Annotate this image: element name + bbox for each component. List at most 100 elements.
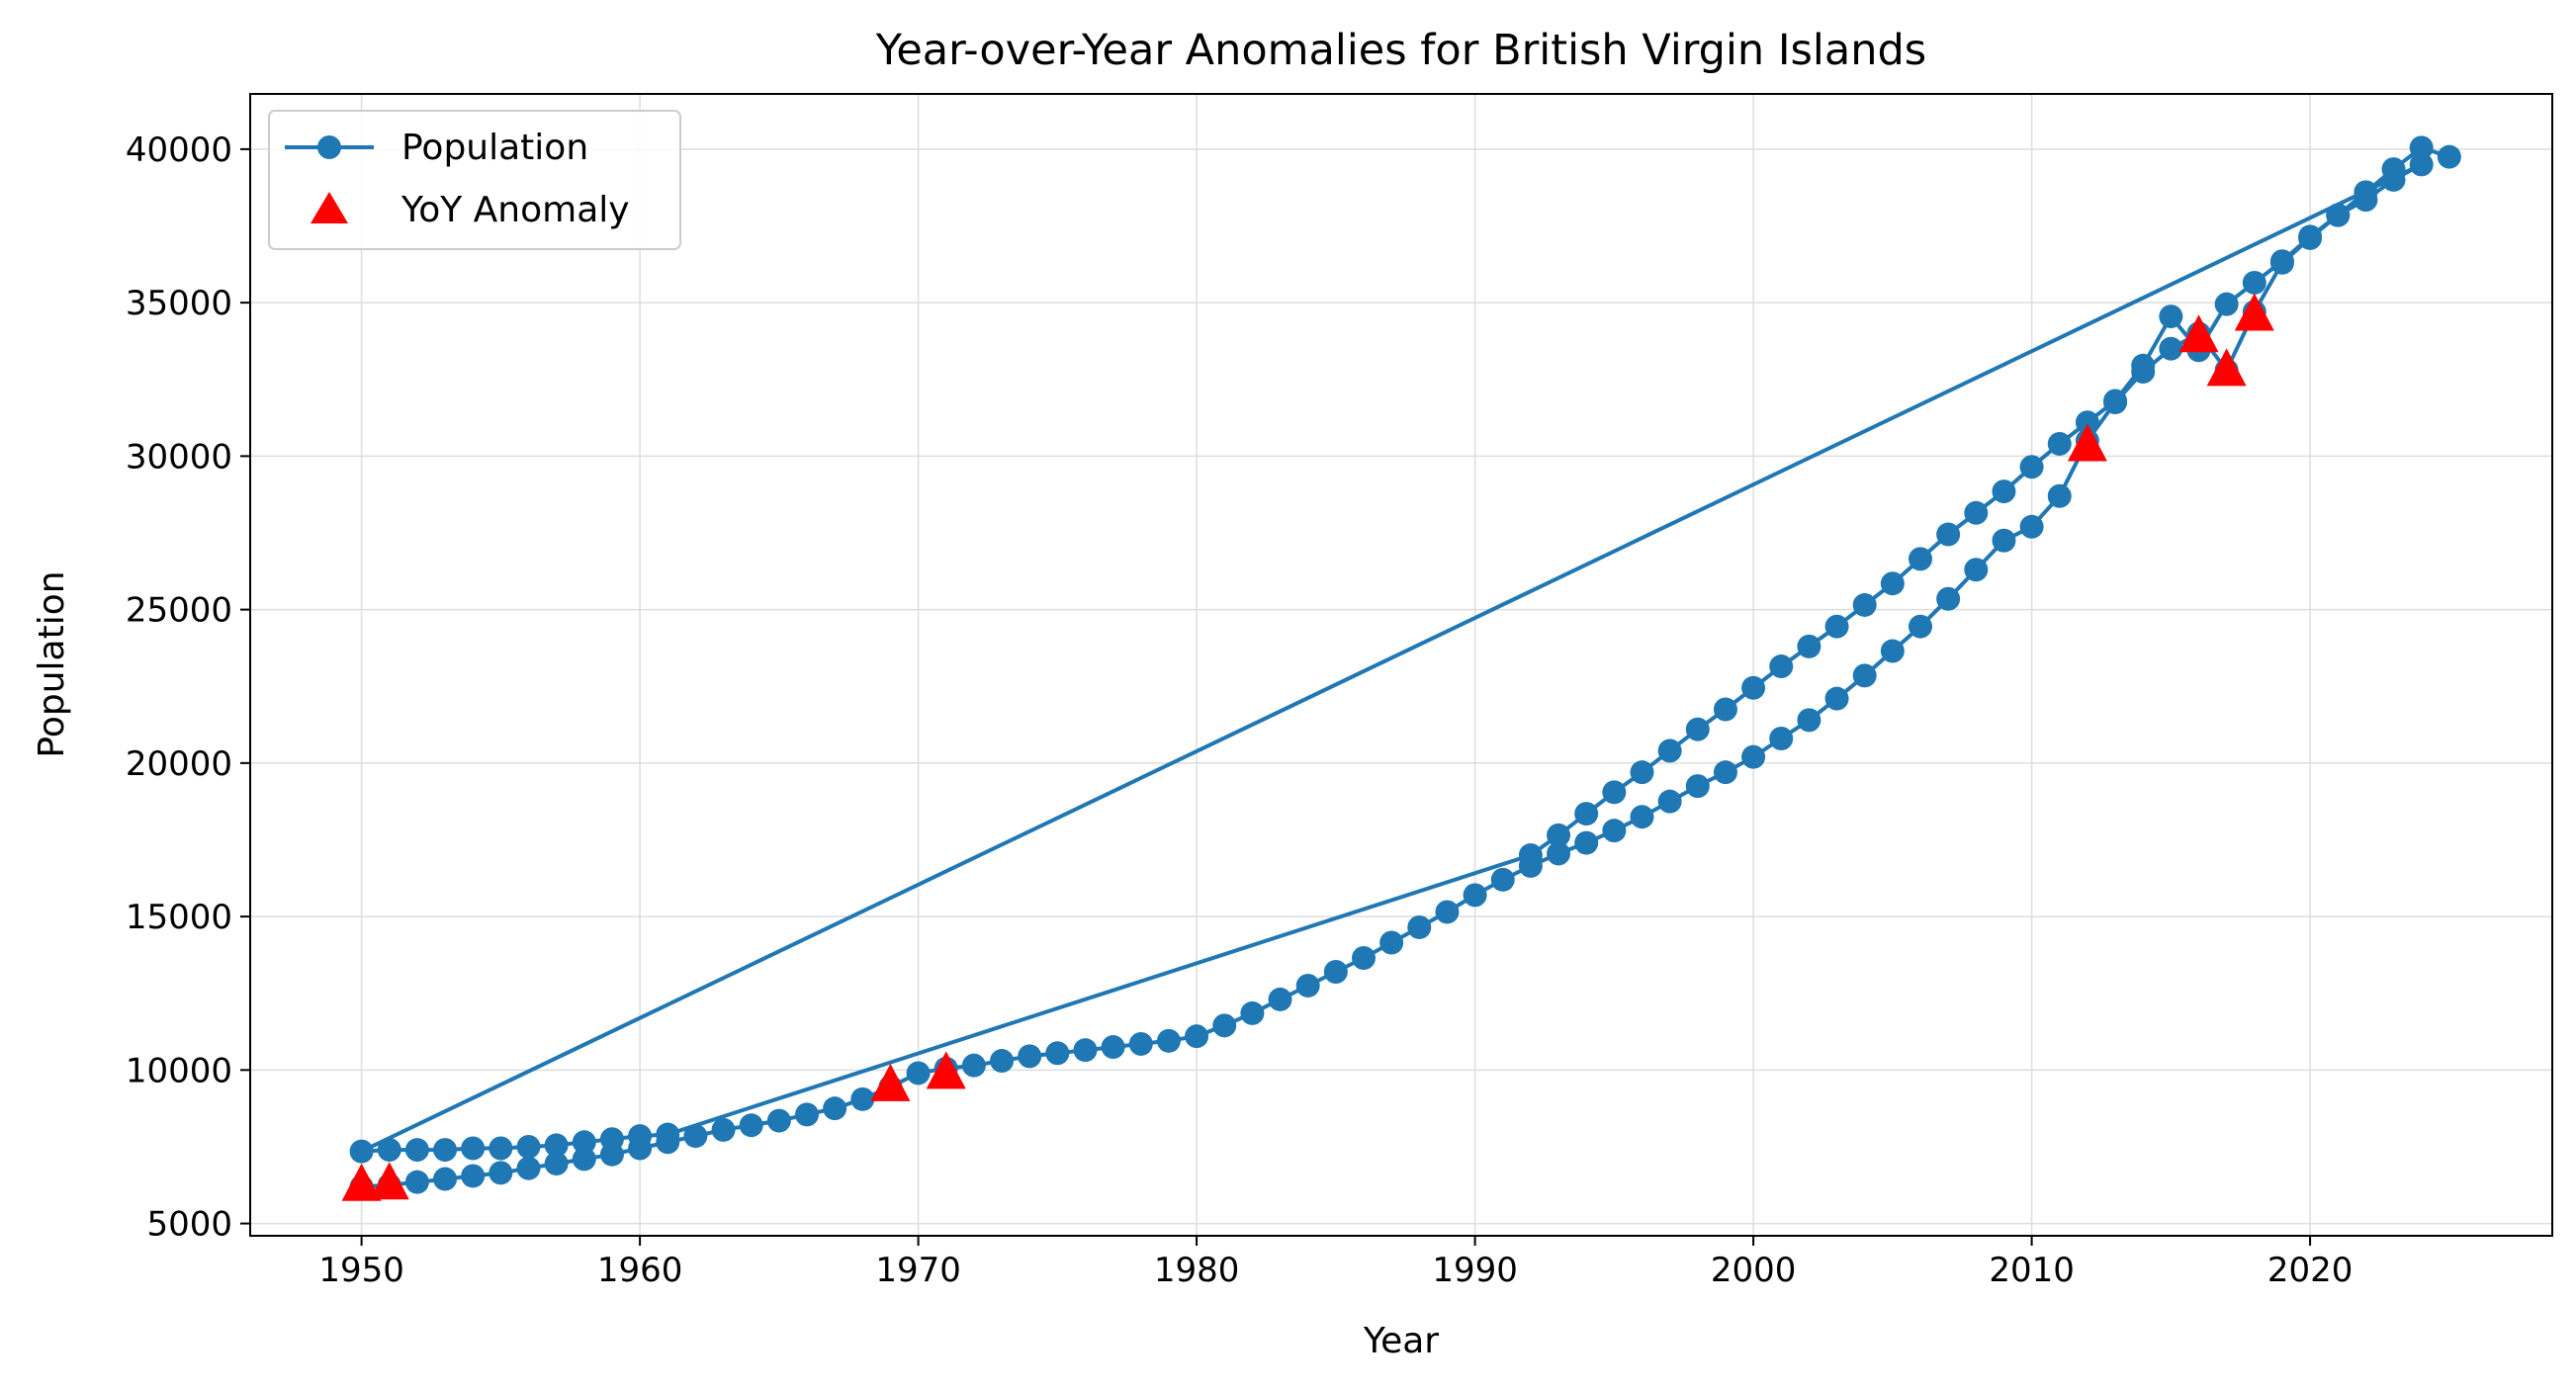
population-point xyxy=(794,1102,819,1127)
population-point xyxy=(1323,959,1348,984)
population-point xyxy=(1880,571,1905,596)
x-tick-label: 2010 xyxy=(1989,1251,2075,1290)
population-point xyxy=(1657,739,1682,763)
population-point xyxy=(1101,1035,1125,1060)
population-point xyxy=(1992,528,2016,553)
population-point xyxy=(1547,841,1571,866)
population-point xyxy=(1574,802,1599,826)
y-tick-label: 15000 xyxy=(126,898,232,937)
population-point xyxy=(433,1167,458,1191)
x-tick-label: 1980 xyxy=(1154,1251,1240,1290)
population-point xyxy=(1295,973,1320,998)
population-point xyxy=(2298,224,2323,249)
population-point xyxy=(2131,353,2156,378)
population-point xyxy=(1212,1013,1237,1038)
population-point xyxy=(1741,744,1766,769)
legend-label-anomaly: YoY Anomaly xyxy=(400,190,630,230)
anomaly-marker xyxy=(2206,348,2247,387)
population-point xyxy=(1797,708,1821,733)
population-point xyxy=(1379,930,1404,955)
population-point xyxy=(349,1139,374,1164)
population-point xyxy=(1769,654,1794,679)
population-point xyxy=(2159,336,2183,361)
chart-title: Year-over-Year Anomalies for British Vir… xyxy=(875,26,1926,75)
population-point xyxy=(1713,760,1737,785)
anomaly-marker xyxy=(341,1163,382,1201)
population-point xyxy=(1045,1041,1070,1066)
population-point xyxy=(1908,547,1932,571)
population-point xyxy=(516,1134,541,1159)
tick-layer: 1950 1960 1970 1980 1990 2000 2010 2020 5000 1000… xyxy=(126,130,2354,1290)
population-point xyxy=(739,1113,763,1138)
y-axis-title: Population xyxy=(32,570,72,757)
population-point xyxy=(2159,304,2183,329)
population-point xyxy=(1824,686,1849,711)
anomaly-marker xyxy=(2234,293,2274,331)
population-point xyxy=(544,1133,569,1158)
anomaly-marker xyxy=(2067,423,2107,462)
population-point xyxy=(1156,1028,1181,1053)
anomaly-marker xyxy=(926,1051,966,1089)
population-point xyxy=(544,1152,569,1176)
population-point xyxy=(2242,270,2266,295)
population-point xyxy=(683,1124,708,1149)
y-tick-label: 20000 xyxy=(126,744,232,784)
population-point xyxy=(1018,1044,1042,1069)
population-point xyxy=(461,1136,486,1161)
population-point xyxy=(1992,479,2016,504)
population-point xyxy=(1240,1000,1265,1025)
population-point xyxy=(2409,135,2434,160)
population-point xyxy=(1073,1038,1098,1063)
population-point xyxy=(433,1138,458,1163)
population-point xyxy=(2437,144,2461,169)
population-point xyxy=(2019,514,2044,539)
population-point xyxy=(1128,1031,1153,1056)
population-point xyxy=(572,1130,596,1155)
x-tick-label: 2000 xyxy=(1711,1251,1797,1290)
y-tick-label: 35000 xyxy=(126,284,232,323)
y-tick-label: 25000 xyxy=(126,591,232,631)
population-point xyxy=(2381,157,2406,182)
population-point xyxy=(1407,914,1432,939)
population-point xyxy=(2214,292,2239,316)
population-point xyxy=(2103,389,2128,413)
population-point xyxy=(2019,455,2044,479)
population-point xyxy=(1602,780,1627,805)
population-point xyxy=(961,1053,986,1078)
y-tick-label: 40000 xyxy=(126,130,232,170)
population-point xyxy=(1630,760,1654,785)
population-point xyxy=(2354,180,2378,205)
population-point xyxy=(1490,867,1515,892)
population-point xyxy=(1685,774,1710,799)
anomaly-marker xyxy=(369,1162,409,1200)
population-point xyxy=(1964,500,1989,525)
population-point xyxy=(766,1108,791,1133)
population-point xyxy=(656,1122,680,1147)
population-point xyxy=(1797,634,1821,658)
population-point xyxy=(850,1087,875,1111)
population-point xyxy=(1852,663,1877,688)
population-point xyxy=(2047,483,2072,508)
plot-frame xyxy=(249,93,2553,1237)
population-point xyxy=(990,1049,1015,1074)
grid-layer xyxy=(250,94,2552,1236)
population-point xyxy=(1741,675,1766,700)
x-axis-title: Year xyxy=(1363,1321,1439,1361)
population-point xyxy=(1351,946,1376,971)
legend: Population YoY Anomaly xyxy=(268,110,681,250)
population-point xyxy=(1936,586,1961,611)
population-point xyxy=(711,1117,736,1142)
population-point xyxy=(1630,805,1654,829)
population-point xyxy=(1824,614,1849,639)
population-point xyxy=(1657,789,1682,814)
legend-triangle-marker xyxy=(311,192,348,223)
x-tick-label: 2020 xyxy=(2267,1251,2354,1290)
population-point xyxy=(1964,558,1989,582)
population-point xyxy=(489,1136,513,1161)
legend-label-population: Population xyxy=(401,128,588,168)
population-point xyxy=(599,1127,624,1152)
population-point xyxy=(461,1164,486,1188)
anomaly-marker xyxy=(870,1063,911,1101)
population-point xyxy=(2075,410,2099,435)
